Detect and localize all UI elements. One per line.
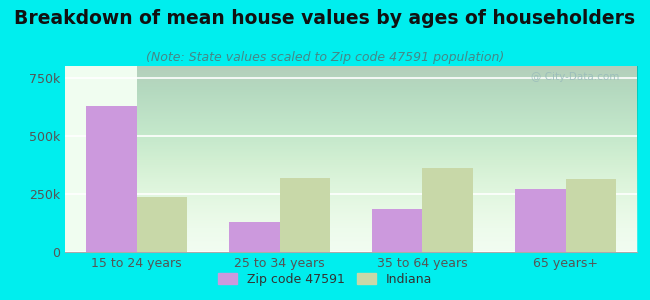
Bar — [229, 222, 280, 252]
Text: @ City-Data.com: @ City-Data.com — [532, 72, 620, 82]
Bar — [372, 209, 423, 252]
Bar — [86, 106, 136, 252]
Text: Breakdown of mean house values by ages of householders: Breakdown of mean house values by ages o… — [14, 9, 636, 28]
Legend: Zip code 47591, Indiana: Zip code 47591, Indiana — [213, 268, 437, 291]
Bar — [566, 179, 616, 252]
Bar — [280, 178, 330, 252]
Bar — [136, 197, 187, 252]
Text: (Note: State values scaled to Zip code 47591 population): (Note: State values scaled to Zip code 4… — [146, 51, 504, 64]
Bar — [515, 189, 566, 252]
Bar — [422, 168, 473, 252]
